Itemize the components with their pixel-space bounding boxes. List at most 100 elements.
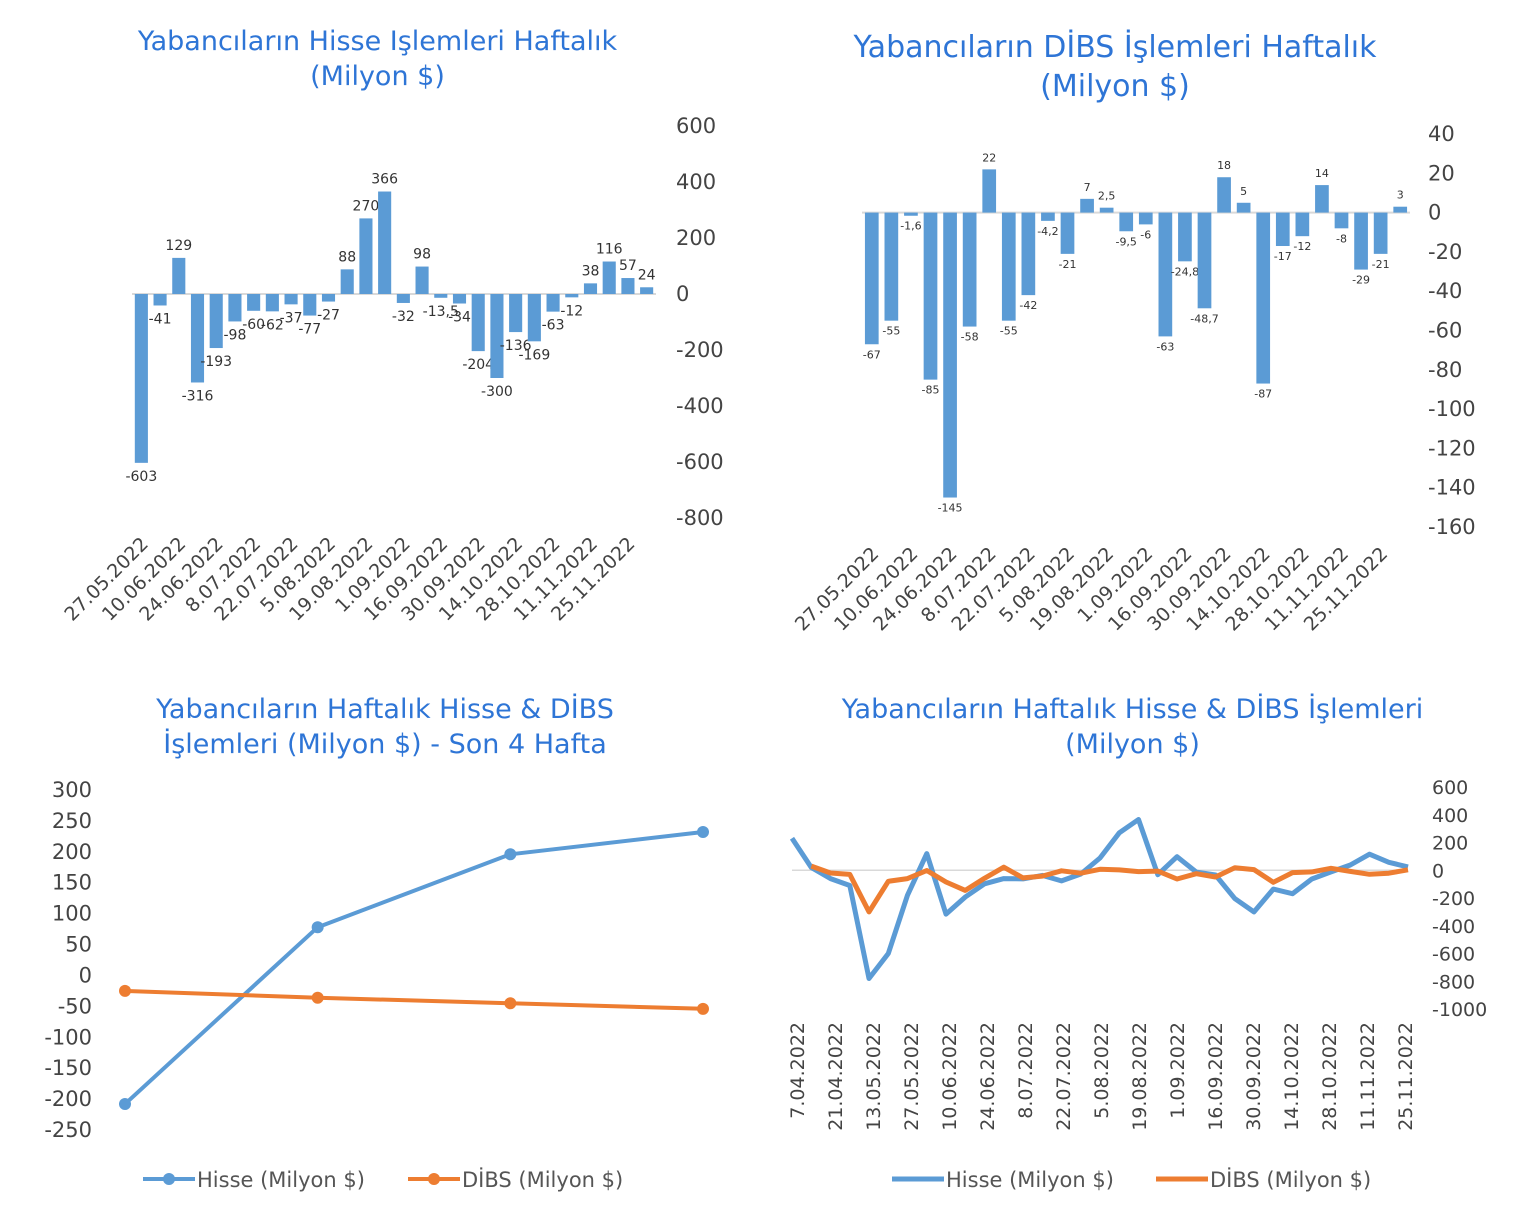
bar: [1354, 212, 1368, 270]
bar: [490, 294, 504, 378]
bar: [1041, 212, 1055, 221]
bar: [923, 212, 938, 380]
bar: [1060, 212, 1075, 254]
data-point-marker: [311, 991, 324, 1004]
x-tick-label: 14.10.2022: [1281, 1022, 1303, 1131]
data-point-marker: [504, 848, 517, 861]
legend-dibs-label: DİBS (Milyon $): [462, 1167, 623, 1192]
y-tick-label: 100: [52, 902, 92, 926]
data-label: -17: [1274, 250, 1292, 263]
dibs-weekly-bar-plot: 40200-20-40-60-80-100-120-140-160-67-55-…: [791, 122, 1476, 635]
dibs-series-line: [810, 863, 1409, 915]
bar: [247, 294, 261, 311]
legend-marker: [163, 1173, 175, 1185]
bar: [228, 294, 242, 322]
bar: [583, 283, 598, 294]
data-label: 18: [1217, 159, 1231, 172]
bar: [884, 212, 899, 321]
chart-title-line1: Yabancıların Haftalık Hisse & DİBS: [156, 694, 614, 725]
hisse-series-line: [789, 817, 1409, 981]
data-label: -204: [462, 357, 494, 373]
y-tick-label: -100: [1428, 397, 1476, 421]
data-point-marker: [119, 984, 131, 997]
data-label: -193: [200, 354, 232, 370]
y-tick-label: 400: [1432, 805, 1468, 827]
bar: [1393, 206, 1408, 213]
chart-title: Yabancıların Haftalık Hisse & DİBS İşlem…: [110, 692, 660, 762]
data-label: -27: [317, 308, 340, 324]
data-label: 7: [1084, 181, 1091, 194]
bar: [621, 278, 635, 294]
data-point-marker: [119, 1098, 131, 1111]
data-label: 57: [619, 258, 637, 274]
data-label: -41: [149, 311, 172, 327]
y-tick-label: 600: [676, 114, 716, 138]
data-label: -136: [500, 338, 532, 354]
data-label: 88: [338, 249, 356, 265]
y-tick-label: -200: [676, 338, 724, 362]
bar: [1080, 198, 1094, 213]
y-tick-label: -140: [1428, 476, 1476, 500]
y-tick-label: -40: [1428, 279, 1462, 303]
data-label: -62: [261, 317, 284, 333]
bar: [321, 294, 336, 302]
data-label: -34: [448, 310, 471, 326]
data-label: -12: [1293, 240, 1311, 253]
data-label: -21: [1372, 258, 1390, 271]
x-tick-label: 5.08.2022: [1091, 1022, 1113, 1119]
chart-title-line1: Yabancıların Hisse Işlemleri Haftalık: [137, 26, 618, 57]
y-tick-label: -20: [1428, 240, 1462, 264]
y-tick-label: -400: [1432, 916, 1475, 938]
bar: [1334, 212, 1349, 229]
x-tick-label: 19.08.2022: [1129, 1022, 1151, 1131]
y-tick-label: 200: [52, 840, 92, 864]
data-label: -67: [863, 348, 881, 361]
bar: [452, 294, 467, 304]
y-tick-label: 150: [52, 871, 92, 895]
data-label: -55: [882, 325, 900, 338]
bar: [1275, 212, 1290, 247]
data-label: -29: [1352, 274, 1370, 287]
data-label: -1,6: [900, 220, 921, 233]
bar: [1315, 185, 1329, 213]
y-tick-label: 0: [1432, 860, 1444, 882]
chart-title: Yabancıların DİBS İşlemleri Haftalık (Mi…: [810, 28, 1420, 106]
y-tick-label: -160: [1428, 515, 1476, 539]
combined-weekly-line-plot: 600 400 200 0 -200 -400 -600 -800 -1000 7.04.2022…: [787, 777, 1487, 1192]
data-label: -42: [1019, 299, 1037, 312]
bar: [864, 212, 879, 345]
bar: [265, 294, 279, 312]
y-tick-label: -50: [58, 994, 92, 1018]
x-tick-label: 11.11.2022: [1357, 1022, 1379, 1131]
x-tick-label: 28.10.2022: [1319, 1022, 1341, 1131]
hisse-series-line: [123, 830, 704, 1106]
chart-title-line2: (Milyon $): [1040, 69, 1190, 104]
data-label: 22: [982, 151, 996, 164]
y-tick-label: 40: [1428, 122, 1455, 146]
y-tick-label: 0: [79, 963, 92, 987]
last-4-weeks-line-plot: 300 250 200 150 100 50 0 -50 -100 -150 -200 -250 His…: [44, 778, 709, 1192]
data-label: -37: [280, 310, 303, 326]
y-tick-label: -250: [44, 1118, 92, 1142]
bar: [1138, 212, 1153, 225]
dibs-weekly-chart: Yabancıların DİBS İşlemleri Haftalık (Mi…: [760, 0, 1535, 660]
last-4-weeks-chart: Yabancıların Haftalık Hisse & DİBS İşlem…: [0, 660, 760, 1230]
data-label: -63: [542, 318, 565, 334]
data-label: -32: [392, 309, 415, 325]
bar: [396, 294, 410, 303]
chart-title-line1: Yabancıların Haftalık Hisse & DİBS İşlem…: [841, 694, 1424, 725]
chart-title-line2: (Milyon $): [310, 61, 445, 93]
bar: [962, 212, 977, 327]
bar: [509, 294, 523, 333]
bar: [943, 212, 957, 498]
x-tick-label: 30.09.2022: [1243, 1022, 1265, 1131]
bar: [1217, 177, 1231, 213]
x-tick-label: 8.07.2022: [1015, 1022, 1037, 1119]
data-label: 2,5: [1098, 190, 1116, 203]
bar: [415, 266, 429, 294]
y-tick-label: -120: [1428, 436, 1476, 460]
bar: [172, 257, 186, 294]
chart-title-line1: Yabancıların DİBS İşlemleri Haftalık: [853, 30, 1377, 65]
y-tick-label: -200: [1432, 888, 1475, 910]
data-point-marker: [311, 921, 324, 934]
